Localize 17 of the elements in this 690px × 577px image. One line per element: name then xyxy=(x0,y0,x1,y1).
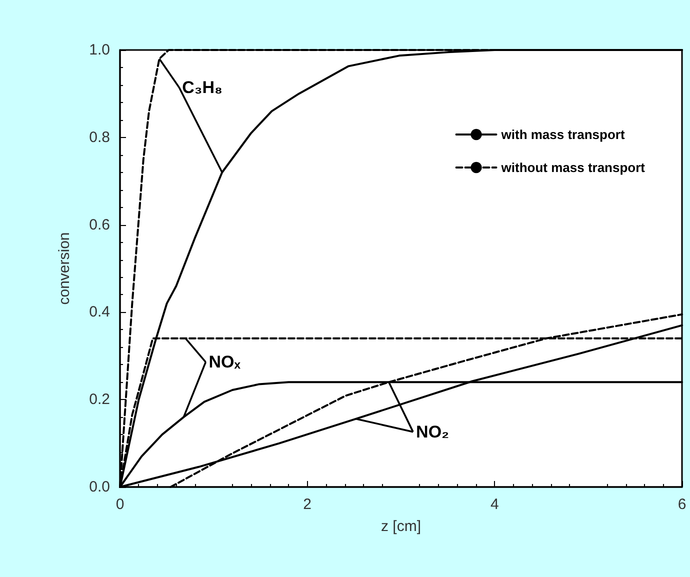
legend-label: without mass transport xyxy=(500,160,646,175)
y-tick-label: 0.2 xyxy=(89,391,110,408)
x-axis-title: z [cm] xyxy=(381,518,421,535)
annotation: NOₓ xyxy=(208,352,242,372)
annotation: NO₂ xyxy=(416,422,450,442)
y-tick-label: 0.0 xyxy=(89,478,110,496)
y-tick-label: 0.4 xyxy=(89,304,110,321)
x-tick-label: 0 xyxy=(116,496,124,513)
legend-label: with mass transport xyxy=(500,127,626,142)
annotation: C₃H₈ xyxy=(182,78,222,97)
x-tick-label: 2 xyxy=(303,496,312,513)
y-tick-label: 0.6 xyxy=(89,216,110,234)
y-tick-label: 1.0 xyxy=(89,42,110,58)
x-tick-label: 4 xyxy=(490,496,499,513)
x-tick-label: 6 xyxy=(678,496,686,513)
y-tick-label: 0.8 xyxy=(89,128,110,146)
y-axis-title: conversion xyxy=(56,232,73,305)
